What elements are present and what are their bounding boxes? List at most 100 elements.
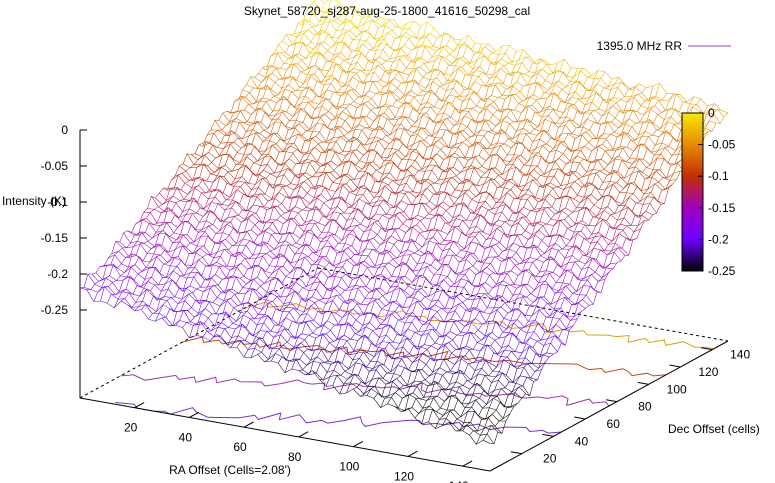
mesh-segment bbox=[593, 204, 601, 210]
mesh-segment bbox=[132, 253, 137, 256]
mesh-segment bbox=[448, 180, 456, 190]
mesh-segment bbox=[155, 267, 160, 274]
mesh-segment bbox=[560, 219, 568, 229]
mesh-segment bbox=[419, 36, 427, 40]
mesh-segment bbox=[642, 172, 650, 178]
mesh-segment bbox=[578, 178, 586, 188]
mesh-segment bbox=[518, 222, 526, 231]
mesh-segment bbox=[310, 277, 318, 279]
mesh-segment bbox=[462, 97, 470, 102]
mesh-segment bbox=[182, 153, 188, 164]
mesh-segment bbox=[213, 132, 221, 144]
mesh-segment bbox=[528, 188, 536, 198]
mesh-segment bbox=[189, 285, 197, 290]
mesh-segment bbox=[269, 206, 274, 220]
mesh-segment bbox=[496, 75, 504, 84]
mesh-segment bbox=[224, 249, 232, 256]
mesh-segment bbox=[458, 355, 466, 359]
mesh-segment bbox=[377, 265, 385, 269]
mesh-segment bbox=[257, 277, 265, 284]
mesh-segment bbox=[212, 224, 220, 231]
mesh-segment bbox=[181, 293, 189, 300]
mesh-segment bbox=[370, 191, 378, 194]
mesh-segment bbox=[190, 242, 198, 247]
mesh-segment bbox=[347, 89, 352, 94]
mesh-segment bbox=[368, 136, 376, 140]
mesh-segment bbox=[249, 240, 255, 243]
x-tick-mark-4 bbox=[353, 441, 364, 448]
mesh-segment bbox=[313, 281, 321, 284]
mesh-segment bbox=[597, 241, 605, 251]
mesh-segment bbox=[160, 299, 168, 301]
mesh-segment bbox=[266, 250, 271, 254]
mesh-segment bbox=[215, 232, 223, 234]
mesh-segment bbox=[401, 408, 409, 412]
mesh-segment bbox=[348, 207, 356, 209]
mesh-segment bbox=[371, 139, 379, 144]
mesh-segment bbox=[363, 273, 371, 280]
mesh-segment bbox=[398, 192, 406, 194]
mesh-segment bbox=[349, 25, 355, 32]
mesh-segment bbox=[522, 49, 531, 58]
mesh-segment bbox=[456, 418, 464, 423]
mesh-segment bbox=[365, 127, 373, 131]
contour-line-1 bbox=[182, 336, 667, 377]
mesh-segment bbox=[487, 417, 496, 427]
mesh-segment bbox=[146, 218, 154, 225]
mesh-segment bbox=[481, 284, 489, 295]
mesh-segment bbox=[152, 266, 160, 274]
mesh-segment bbox=[268, 111, 274, 116]
mesh-segment bbox=[138, 232, 146, 236]
mesh-segment bbox=[410, 57, 418, 62]
mesh-segment bbox=[458, 274, 466, 276]
mesh-segment bbox=[259, 241, 264, 254]
mesh-segment bbox=[469, 60, 478, 64]
mesh-segment bbox=[360, 304, 368, 306]
mesh-segment bbox=[239, 121, 247, 132]
mesh-segment bbox=[559, 234, 567, 247]
mesh-segment bbox=[520, 73, 528, 85]
mesh-segment bbox=[306, 159, 314, 161]
mesh-segment bbox=[508, 257, 516, 266]
mesh-segment bbox=[479, 108, 487, 114]
mesh-segment bbox=[431, 51, 437, 57]
mesh-segment bbox=[512, 293, 520, 296]
mesh-segment bbox=[386, 162, 394, 164]
mesh-segment bbox=[608, 112, 616, 119]
mesh-segment bbox=[506, 242, 514, 250]
mesh-segment bbox=[323, 79, 329, 86]
mesh-segment bbox=[303, 198, 311, 204]
mesh-segment bbox=[607, 158, 616, 165]
mesh-segment bbox=[591, 232, 599, 235]
mesh-segment bbox=[111, 293, 119, 300]
mesh-segment bbox=[257, 156, 265, 162]
mesh-segment bbox=[605, 183, 613, 190]
mesh-segment bbox=[111, 241, 116, 254]
mesh-segment bbox=[527, 198, 535, 210]
mesh-segment bbox=[180, 275, 187, 279]
mesh-segment bbox=[451, 146, 459, 149]
mesh-segment bbox=[276, 53, 285, 64]
mesh-segment bbox=[268, 76, 276, 83]
mesh-segment bbox=[375, 169, 383, 175]
mesh-segment bbox=[360, 23, 365, 33]
mesh-segment bbox=[389, 90, 394, 93]
mesh-segment bbox=[489, 228, 497, 236]
mesh-segment bbox=[342, 111, 350, 117]
mesh-segment bbox=[317, 185, 323, 187]
mesh-segment bbox=[511, 94, 519, 104]
mesh-segment bbox=[533, 331, 542, 341]
mesh-segment bbox=[264, 277, 269, 284]
mesh-segment bbox=[201, 141, 207, 157]
mesh-segment bbox=[651, 97, 659, 101]
mesh-segment bbox=[155, 197, 163, 205]
mesh-segment bbox=[369, 71, 375, 82]
mesh-segment bbox=[402, 23, 408, 30]
mesh-segment bbox=[194, 259, 200, 268]
mesh-segment bbox=[263, 76, 269, 90]
mesh-segment bbox=[615, 201, 623, 205]
mesh-segment bbox=[252, 120, 258, 130]
mesh-segment bbox=[446, 371, 454, 375]
mesh-segment bbox=[644, 97, 652, 101]
mesh-segment bbox=[158, 204, 163, 207]
